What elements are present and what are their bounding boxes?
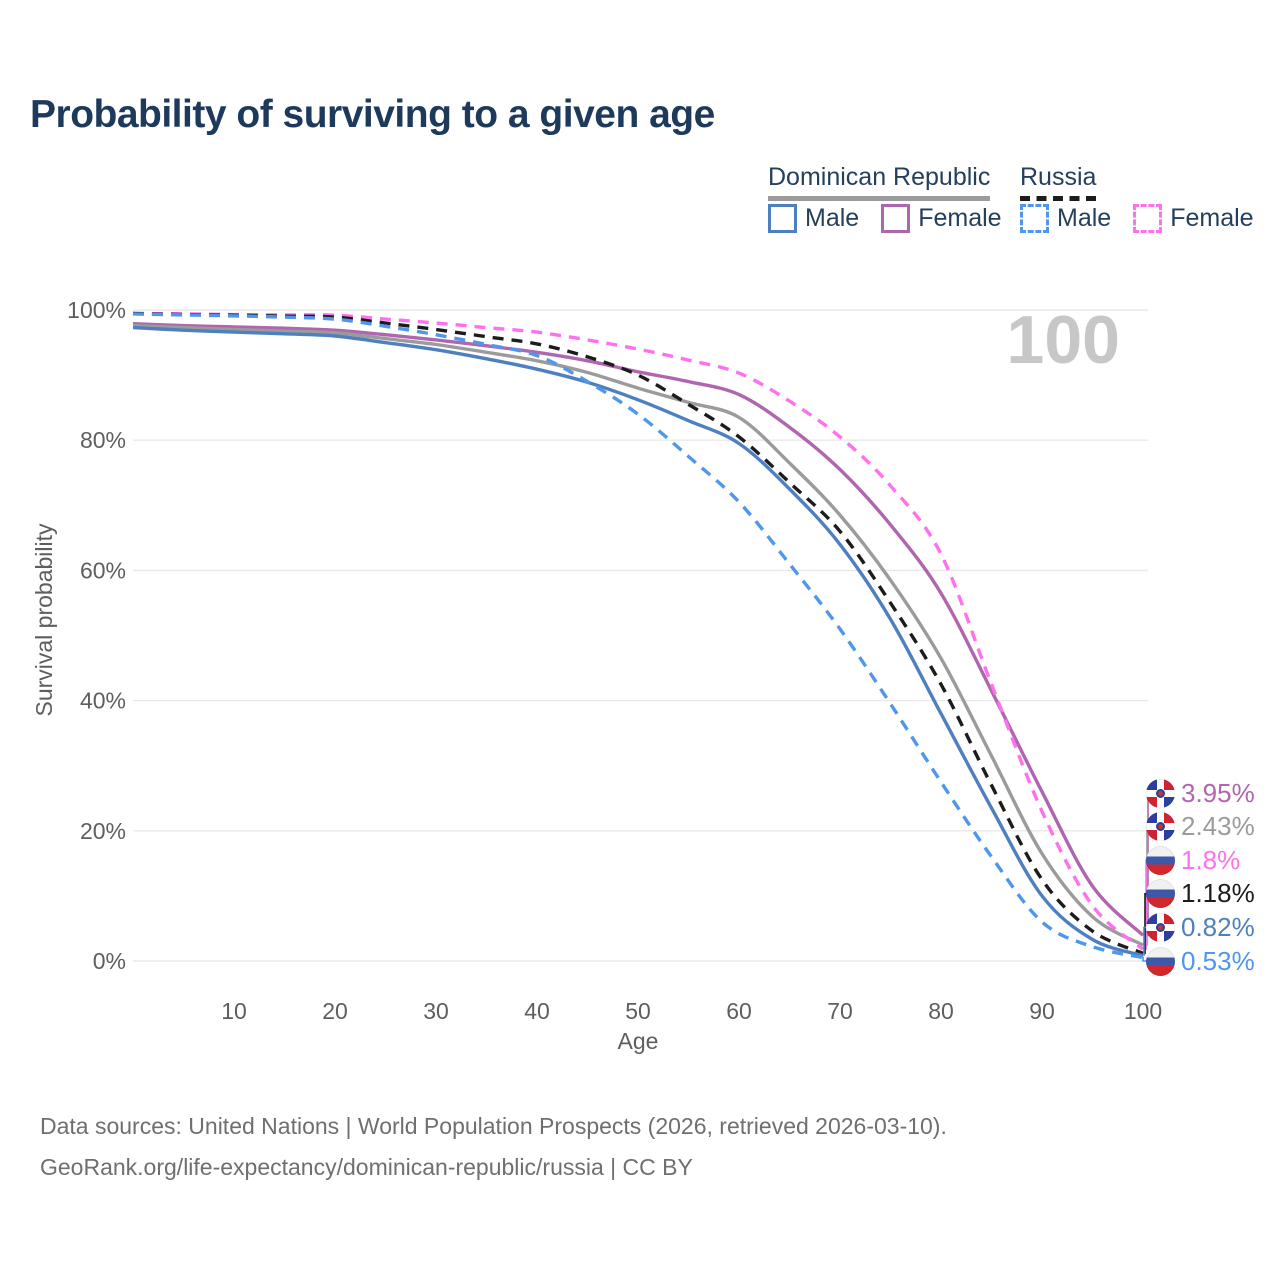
end-label-russia-female: 1.8% — [1146, 845, 1240, 875]
end-label-value: 2.43% — [1181, 811, 1255, 842]
data-sources-footer: Data sources: United Nations | World Pop… — [40, 1106, 947, 1188]
y-tick-label: 40% — [80, 688, 126, 714]
legend-item-label: Male — [1057, 204, 1112, 232]
legend-item-dr-male[interactable]: Male — [768, 204, 859, 233]
legend-item-label: Male — [805, 204, 860, 232]
end-label-russia-male: 0.53% — [1146, 946, 1255, 976]
russia-male-swatch-icon — [1020, 204, 1049, 233]
russia-flag-icon — [1146, 845, 1175, 875]
footer-link-line[interactable]: GeoRank.org/life-expectancy/dominican-re… — [40, 1154, 693, 1180]
end-label-value: 3.95% — [1181, 777, 1255, 808]
russia-female-swatch-icon — [1133, 204, 1163, 233]
x-tick-label: 80 — [928, 998, 954, 1024]
series-line-dominican-republic-male[interactable] — [132, 325, 1144, 958]
end-label-russia-total: 1.18% — [1146, 878, 1255, 909]
age-counter-watermark: 100 — [1007, 302, 1120, 378]
legend-item-russia-female[interactable]: Female — [1133, 204, 1254, 233]
x-tick-label: 30 — [423, 998, 449, 1024]
end-label-value: 0.53% — [1181, 945, 1255, 976]
end-label-dominican-republic-female: 3.95% — [1146, 778, 1255, 808]
dr-coat-of-arms-icon — [1156, 788, 1165, 798]
y-tick-label: 0% — [93, 948, 126, 974]
x-tick-label: 10 — [221, 998, 247, 1024]
legend-group-dominican-republic[interactable]: Dominican Republic — [768, 163, 991, 201]
series-line-russia-male[interactable] — [132, 312, 1144, 960]
x-tick-label: 70 — [827, 998, 853, 1024]
dominican-republic-flag-icon — [1146, 812, 1175, 842]
dominican-republic-flag-icon — [1146, 912, 1175, 942]
legend-item-label: Female — [1170, 204, 1254, 232]
end-label-dominican-republic-male: 0.82% — [1146, 912, 1255, 942]
footer-sources-line: Data sources: United Nations | World Pop… — [40, 1113, 947, 1139]
y-tick-label: 100% — [67, 297, 126, 323]
x-axis-title: Age — [618, 1028, 659, 1054]
y-tick-label: 60% — [80, 557, 126, 583]
end-label-value: 0.82% — [1181, 911, 1255, 942]
legend-item-label: Female — [918, 204, 1002, 232]
x-tick-label: 40 — [524, 998, 550, 1024]
y-axis-title: Survival probability — [31, 523, 57, 717]
legend-group-label-russia[interactable]: Russia — [1020, 163, 1097, 201]
y-tick-label: 80% — [80, 427, 126, 453]
end-label-dominican-republic-total: 2.43% — [1146, 811, 1255, 842]
series-line-russia-total[interactable] — [132, 311, 1144, 955]
legend-item-russia-male[interactable]: Male — [1020, 204, 1111, 233]
dr-female-swatch-icon — [881, 204, 911, 233]
x-tick-label: 50 — [625, 998, 651, 1024]
end-label-value: 1.18% — [1181, 878, 1255, 909]
x-tick-label: 100 — [1124, 998, 1162, 1024]
x-tick-label: 20 — [322, 998, 348, 1024]
x-tick-label: 60 — [726, 998, 752, 1024]
legend-group-label-dominican-republic[interactable]: Dominican Republic — [768, 163, 991, 201]
russia-flag-icon — [1146, 879, 1175, 909]
russia-flag-icon — [1146, 946, 1175, 976]
legend-group-russia[interactable]: Russia — [1020, 163, 1097, 201]
dr-coat-of-arms-icon — [1156, 922, 1165, 932]
dr-male-swatch-icon — [768, 204, 797, 233]
dominican-republic-flag-icon — [1146, 778, 1175, 808]
series-line-dominican-republic-female[interactable] — [132, 321, 1145, 937]
end-label-value: 1.8% — [1181, 844, 1241, 875]
page-title: Probability of surviving to a given age — [30, 93, 715, 136]
series-line-dominican-republic-total[interactable] — [132, 323, 1144, 947]
dr-coat-of-arms-icon — [1156, 822, 1165, 832]
legend-item-dr-female[interactable]: Female — [881, 204, 1002, 233]
y-tick-label: 20% — [80, 818, 126, 844]
x-tick-label: 90 — [1029, 998, 1055, 1024]
